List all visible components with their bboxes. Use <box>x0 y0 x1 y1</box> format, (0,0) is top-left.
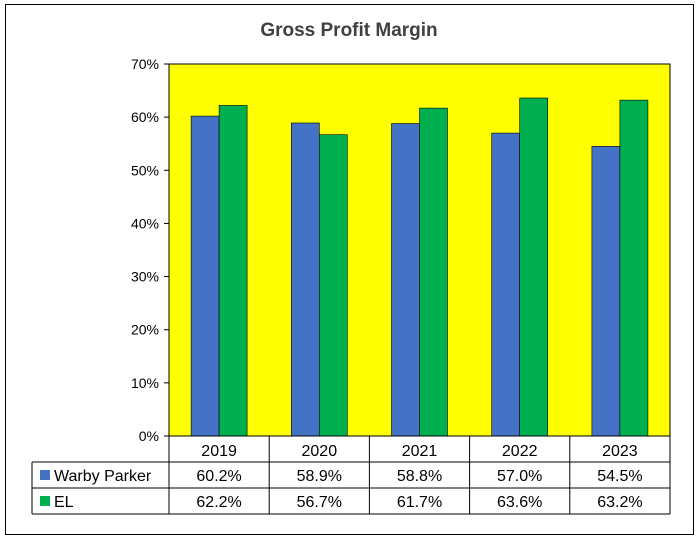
bar-warby-parker-2022 <box>491 132 521 437</box>
table-value: 63.2% <box>597 494 642 511</box>
table-value: 58.9% <box>297 468 342 485</box>
bar-el-2019 <box>218 105 248 437</box>
y-tick-label: 20% <box>131 322 159 338</box>
legend-label: Warby Parker <box>54 468 152 485</box>
data-table: 2019 2020 2021 2022 2023 Warby Parker 60.2% 58.… <box>31 435 671 515</box>
chart-title: Gross Profit Margin <box>260 20 437 41</box>
y-tick-label: 10% <box>131 375 159 391</box>
bar-el-2020 <box>318 134 348 437</box>
category-label: 2023 <box>602 443 638 460</box>
table-value: 57.0% <box>497 468 542 485</box>
table-value: 62.2% <box>196 494 241 511</box>
table-value: 60.2% <box>196 468 241 485</box>
y-tick-label: 50% <box>131 162 159 178</box>
bar-warby-parker-2019 <box>190 115 220 437</box>
y-tick-label: 60% <box>131 109 159 125</box>
table-value: 63.6% <box>497 494 542 511</box>
bar-el-2023 <box>619 99 649 437</box>
bar-warby-parker-2020 <box>290 122 320 437</box>
bar-warby-parker-2021 <box>391 123 420 437</box>
legend-label: EL <box>54 494 74 511</box>
y-tick-label: 30% <box>131 269 159 285</box>
category-label: 2021 <box>402 443 438 460</box>
table-value: 54.5% <box>597 468 642 485</box>
category-label: 2019 <box>201 443 237 460</box>
y-tick-label: 0% <box>139 428 159 444</box>
bar-el-2021 <box>419 107 448 437</box>
category-label: 2020 <box>302 443 338 460</box>
bar-el-2022 <box>519 97 549 437</box>
y-tick-label: 40% <box>131 215 159 231</box>
legend-swatch <box>40 470 50 480</box>
table-value: 56.7% <box>297 494 342 511</box>
category-label: 2022 <box>502 443 538 460</box>
y-tick-label: 70% <box>131 56 159 72</box>
legend-swatch <box>40 496 50 506</box>
bar-warby-parker-2023 <box>591 146 621 437</box>
table-value: 61.7% <box>397 494 442 511</box>
plot-area: 0% 10% 20% 30% 40% 50% 60% 70% <box>131 56 671 444</box>
table-value: 58.8% <box>397 468 442 485</box>
